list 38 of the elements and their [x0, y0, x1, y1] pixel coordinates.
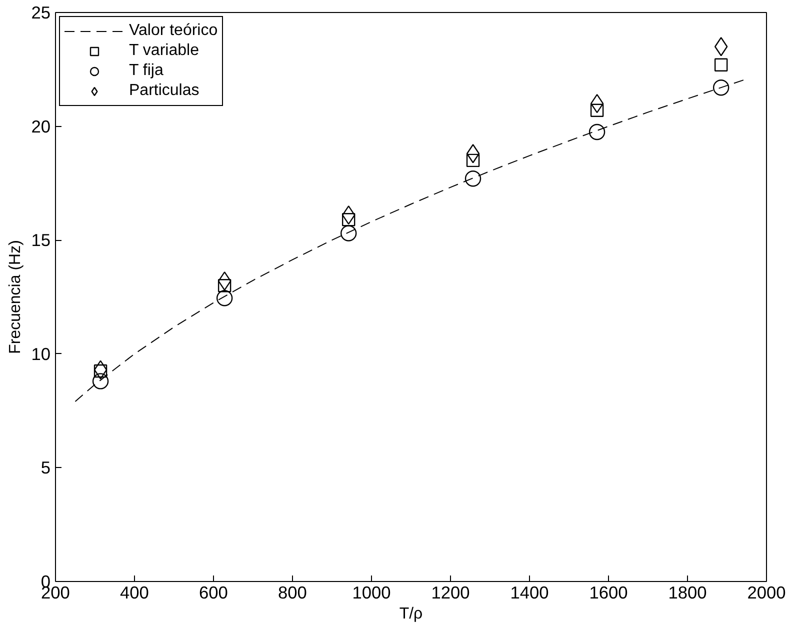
legend-label: Particulas: [129, 82, 200, 100]
x-tick-label: 1200: [431, 582, 470, 602]
point: [342, 213, 356, 226]
x-tick-label: 2000: [747, 582, 786, 602]
legend-label: Valor teórico: [129, 22, 218, 40]
x-tick-label: 800: [278, 582, 307, 602]
x-tick-label: 600: [199, 582, 228, 602]
legend-label: T variable: [129, 42, 199, 60]
x-tick-label: 400: [120, 582, 149, 602]
x-tick-label: 1600: [589, 582, 628, 602]
legend-label: T fija: [129, 62, 164, 80]
y-tick-label: 5: [40, 458, 51, 478]
point: [588, 124, 606, 140]
point: [216, 290, 233, 306]
y-tick-label: 10: [31, 344, 51, 364]
point: [218, 279, 232, 292]
point: [714, 37, 728, 56]
point: [218, 271, 232, 291]
point: [712, 80, 730, 96]
point: [714, 58, 728, 72]
point: [466, 154, 480, 168]
point: [466, 144, 480, 164]
y-tick-label: 20: [31, 116, 51, 136]
y-tick-label: 25: [31, 2, 51, 22]
x-axis-title: T/ρ: [399, 606, 423, 622]
point: [342, 205, 356, 225]
point: [94, 364, 108, 378]
point: [590, 94, 604, 114]
point: [340, 225, 357, 242]
point: [464, 170, 482, 187]
point: [92, 373, 109, 390]
y-axis-title: Frecuencia (Hz): [7, 240, 24, 354]
x-tick-label: 1000: [352, 582, 391, 602]
y-tick-label: 15: [31, 230, 51, 250]
x-tick-label: 1400: [510, 582, 549, 602]
point: [94, 360, 108, 380]
point: [590, 104, 604, 117]
x-tick-label: 1800: [668, 582, 707, 602]
